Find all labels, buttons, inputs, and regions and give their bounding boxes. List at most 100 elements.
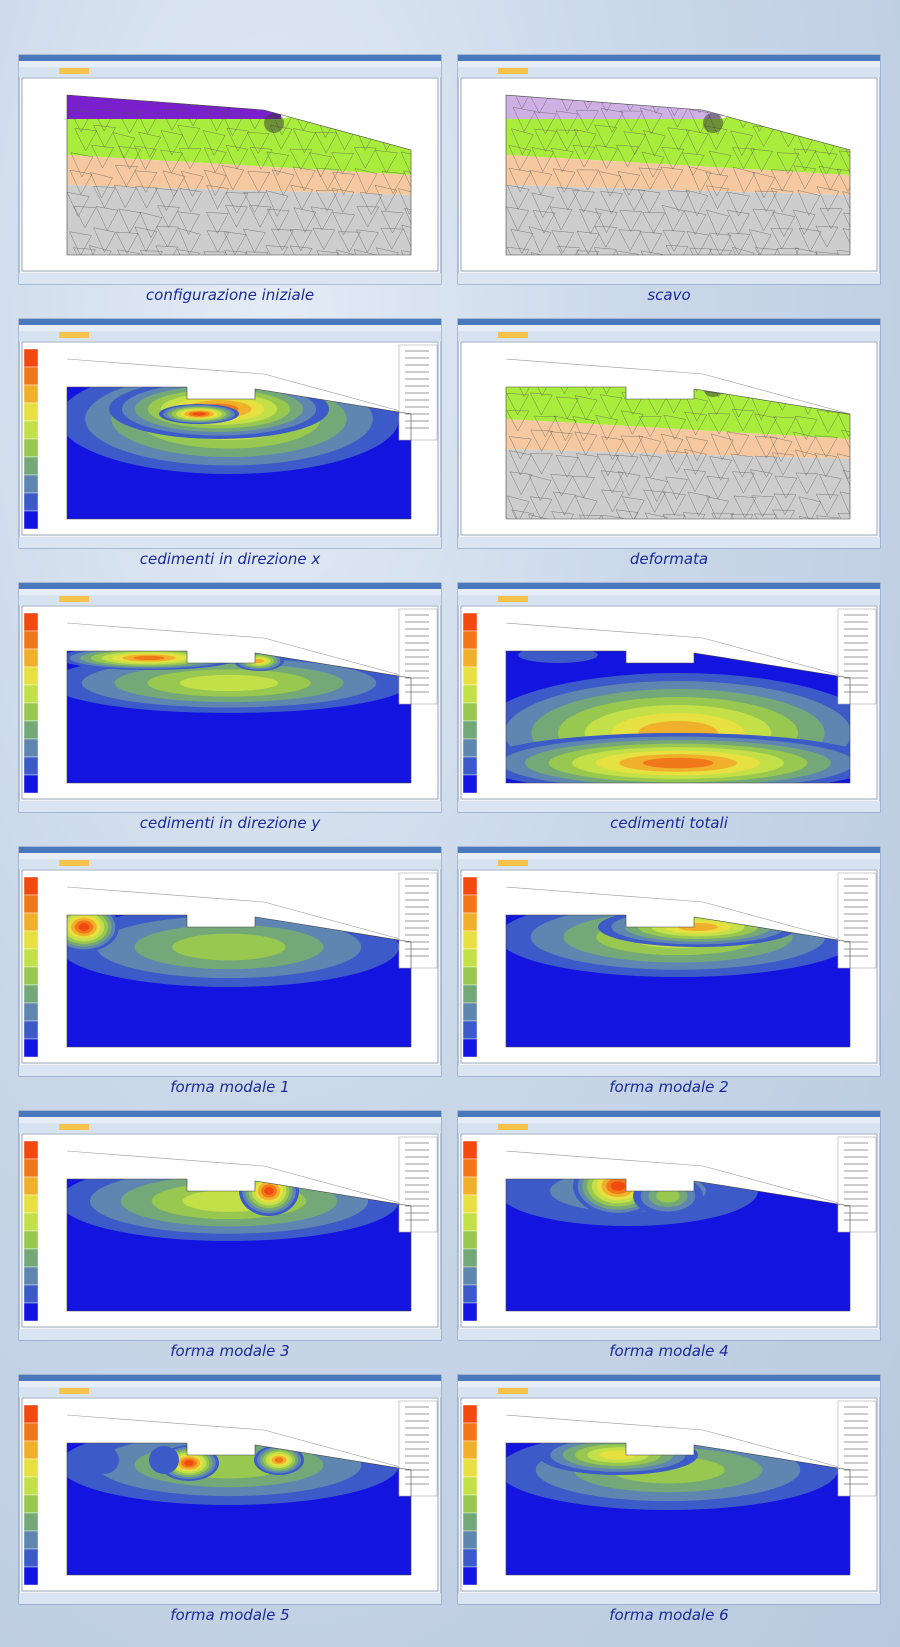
mesh-edge: [555, 455, 579, 478]
mesh-edge: [793, 148, 817, 171]
caption: forma modale 4: [609, 1342, 728, 1360]
mesh-edge: [550, 431, 573, 455]
contour-band: [132, 915, 156, 923]
mesh-edge: [160, 130, 184, 156]
mesh-edge: [506, 495, 530, 519]
mesh-edge: [623, 131, 647, 155]
mesh-edge: [510, 95, 534, 109]
app-window: [457, 318, 881, 549]
mesh-edge: [226, 128, 250, 152]
mesh-edge: [95, 206, 119, 231]
mesh-edge: [510, 228, 534, 254]
mesh-edge: [203, 147, 227, 173]
toolbar: [458, 595, 880, 605]
menu-bar: [458, 853, 880, 859]
title-bar: [458, 583, 880, 589]
mesh-edge: [555, 129, 579, 151]
title-bar: [19, 319, 441, 325]
layer: [506, 419, 850, 459]
color-scale: [462, 630, 478, 650]
mesh-edge: [221, 110, 244, 137]
mesh-edge: [160, 149, 183, 174]
mesh-edge: [621, 496, 645, 519]
color-scale: [23, 348, 39, 368]
mesh-edge: [769, 436, 793, 463]
color-scale: [462, 1002, 478, 1022]
mesh-edge: [556, 396, 579, 419]
color-scale: [23, 1458, 39, 1478]
toolbar: [19, 859, 441, 869]
soil-outline: [505, 94, 851, 256]
color-scale: [462, 1230, 478, 1250]
color-scale: [462, 1458, 478, 1478]
mesh-edge: [243, 228, 266, 253]
mesh-edge: [839, 491, 850, 518]
color-scale: [23, 384, 39, 404]
original-profile: [505, 1150, 851, 1207]
caption: cedimenti in direzione y: [140, 814, 322, 832]
mesh-edge: [726, 431, 750, 456]
mesh-edge: [637, 189, 661, 214]
caption: deformata: [630, 550, 708, 568]
soil-outline: [66, 650, 412, 784]
mesh-edge: [552, 168, 576, 193]
mesh-edge: [620, 110, 643, 132]
tab: [59, 860, 89, 866]
mesh-edge: [708, 150, 732, 176]
mesh-edge: [506, 410, 530, 432]
title-bar: [458, 319, 880, 325]
mesh-edge: [708, 232, 732, 255]
color-scale: [23, 1476, 39, 1496]
mesh-edge: [732, 166, 756, 194]
mesh-edge: [506, 184, 530, 210]
contour-band: [184, 1460, 194, 1466]
mesh-edge: [332, 212, 355, 236]
mesh-edge: [381, 171, 405, 195]
mesh-edge: [572, 476, 595, 498]
mesh-edge: [69, 169, 93, 195]
mesh-refine: [703, 113, 723, 133]
mesh-edge: [643, 489, 666, 513]
mesh-edge: [271, 228, 294, 251]
mesh-edge: [641, 151, 665, 178]
soil-outline: [505, 650, 851, 784]
contour-band: [179, 674, 279, 692]
mesh-edge: [550, 147, 574, 173]
mesh-edge: [836, 169, 850, 192]
mesh-edge: [69, 95, 92, 113]
mesh-edge: [600, 191, 623, 214]
mesh-edge: [794, 415, 818, 440]
mesh-edge: [615, 454, 639, 478]
soil-outline: [66, 94, 412, 256]
mesh-edge: [797, 190, 821, 216]
mesh-edge: [353, 249, 377, 255]
mesh-edge: [331, 152, 354, 174]
mesh-edge: [400, 151, 411, 178]
app-window: [457, 846, 881, 1077]
tab: [498, 860, 528, 866]
mesh-edge: [293, 207, 317, 233]
caption: forma modale 6: [609, 1606, 728, 1624]
mesh-edge: [620, 410, 644, 435]
mesh-edge: [312, 228, 336, 251]
app-window: [457, 1374, 881, 1605]
mesh-edge: [814, 151, 838, 175]
mesh-edge: [578, 514, 602, 519]
color-scale: [23, 1422, 39, 1442]
mesh-edge: [289, 245, 313, 255]
contour-band: [656, 1189, 680, 1203]
tab: [498, 596, 528, 602]
mesh-edge: [221, 165, 245, 191]
contour-band: [610, 1181, 626, 1191]
menu-bar: [458, 61, 880, 67]
mesh-edge: [316, 168, 339, 190]
color-scale: [462, 1284, 478, 1304]
menu-bar: [458, 1117, 880, 1123]
mesh-edge: [534, 111, 557, 135]
mesh-edge: [549, 206, 573, 231]
color-scale: [462, 1020, 478, 1040]
color-scale: [23, 756, 39, 776]
title-bar: [458, 55, 880, 61]
mesh-edge: [205, 107, 228, 132]
mesh-edge: [600, 108, 624, 133]
